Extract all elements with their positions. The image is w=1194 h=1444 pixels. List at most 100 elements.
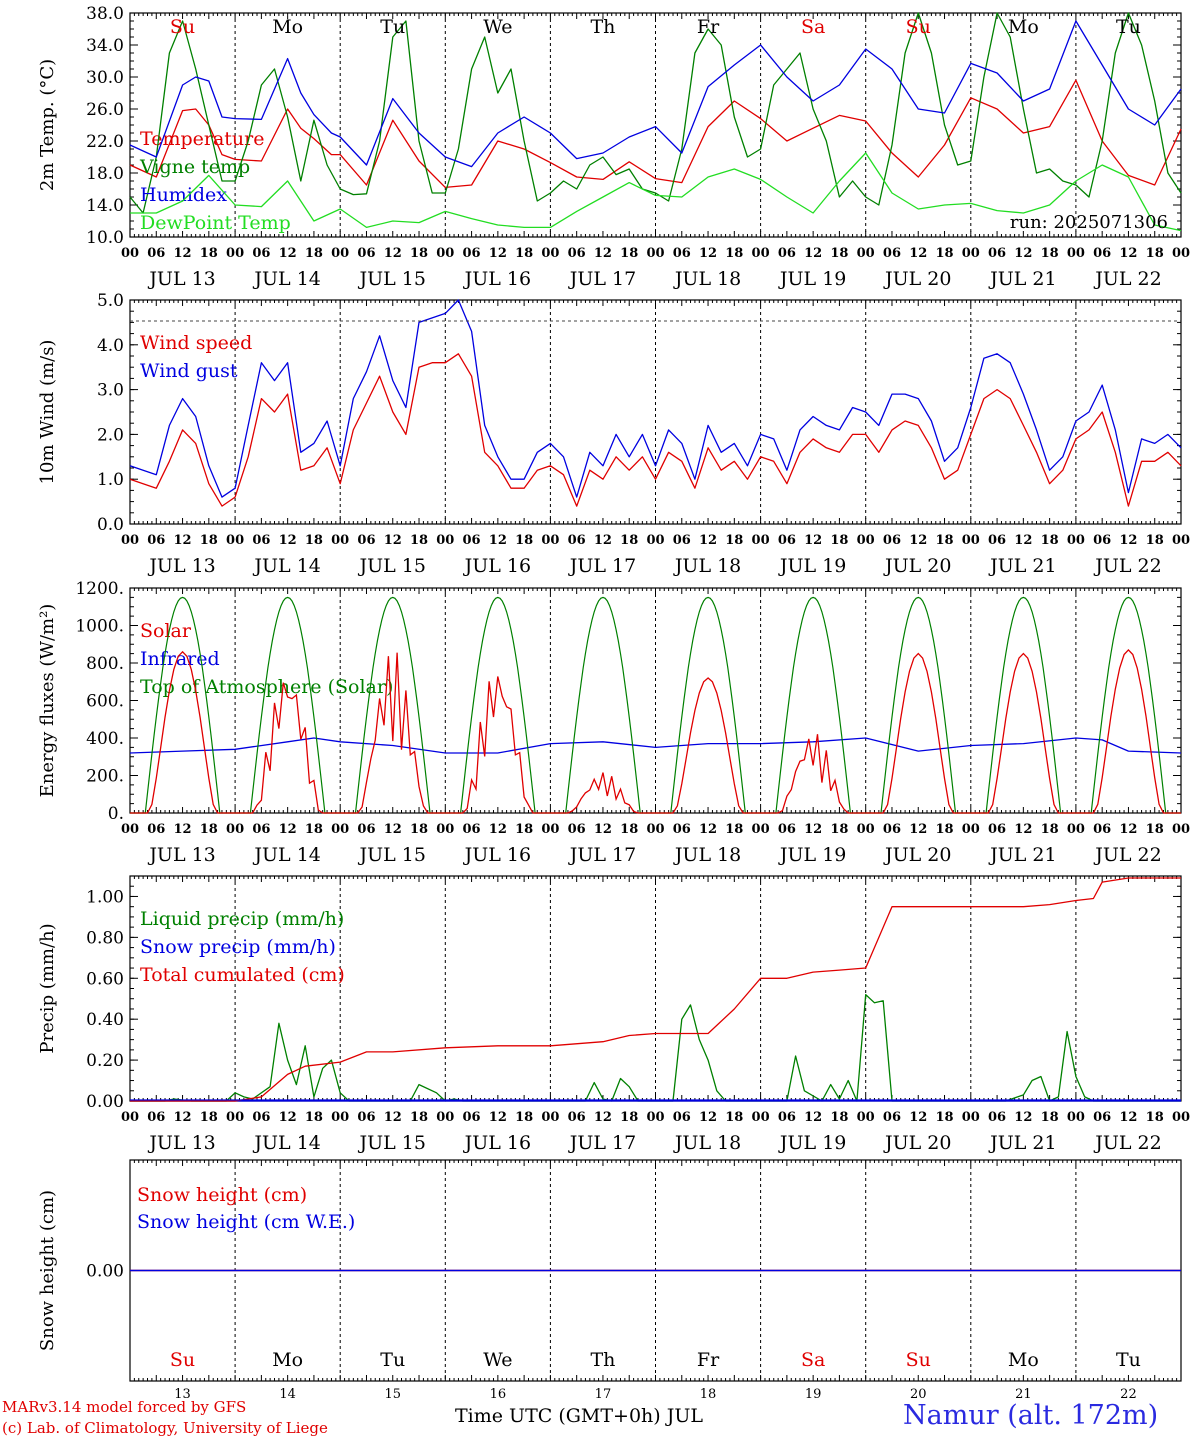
solar-curve	[1075, 648, 1181, 814]
hour-tick-label: 12	[384, 246, 402, 261]
weekday-label: Sa	[801, 16, 825, 38]
hour-tick-label: 06	[883, 1110, 901, 1125]
hour-tick-label: 12	[594, 822, 612, 837]
hour-tick-label: 12	[699, 246, 717, 261]
date-label: JUL 16	[463, 555, 531, 577]
hour-tick-label: 18	[515, 822, 533, 837]
hour-tick-label: 00	[646, 533, 664, 548]
hour-tick-label: 00	[857, 822, 875, 837]
y-tick-label: 400.	[86, 729, 124, 749]
y-tick-label: 2.0	[97, 425, 124, 445]
hour-tick-label: 06	[778, 533, 796, 548]
weekday-label-bottom: Fr	[697, 1349, 720, 1371]
weekday-label-bottom: Mo	[1008, 1349, 1039, 1371]
hour-tick-label: 00	[436, 533, 454, 548]
hour-tick-label: 06	[568, 822, 586, 837]
hour-tick-label: 12	[909, 246, 927, 261]
hour-tick-label: 18	[620, 246, 638, 261]
hour-tick-label: 12	[384, 533, 402, 548]
hour-tick-label: 18	[725, 533, 743, 548]
date-label: JUL 21	[988, 555, 1056, 577]
day-number: 21	[1015, 1387, 1032, 1402]
hour-tick-label: 06	[883, 822, 901, 837]
series-line	[129, 79, 1182, 189]
solar-curve	[550, 772, 656, 814]
y-axis-label: 10m Wind (m/s)	[37, 340, 58, 485]
day-number: 20	[910, 1387, 927, 1402]
hour-tick-label: 06	[463, 246, 481, 261]
hour-tick-label: 18	[935, 822, 953, 837]
hour-tick-label: 18	[1146, 246, 1164, 261]
y-tick-label: 30.0	[86, 68, 124, 88]
hour-tick-label: 12	[804, 822, 822, 837]
legend-entry: Total cumulated (cm)	[140, 964, 345, 986]
day-number: 15	[384, 1387, 401, 1402]
hour-tick-label: 00	[541, 1110, 559, 1125]
hour-tick-label: 06	[147, 822, 165, 837]
hour-tick-label: 12	[1014, 533, 1032, 548]
series-line	[129, 353, 1182, 507]
hour-tick-label: 12	[384, 822, 402, 837]
weekday-label-bottom: Su	[170, 1349, 195, 1371]
y-tick-label: 22.0	[86, 132, 124, 152]
hour-tick-label: 00	[752, 1110, 770, 1125]
hour-tick-label: 12	[699, 533, 717, 548]
y-tick-label: 38.0	[86, 4, 124, 24]
y-tick-label: 34.0	[86, 36, 124, 56]
hour-tick-label: 06	[883, 246, 901, 261]
hour-tick-label: 18	[620, 1110, 638, 1125]
hour-tick-label: 06	[673, 822, 691, 837]
hour-tick-label: 12	[1119, 533, 1137, 548]
date-label: JUL 22	[1093, 844, 1161, 866]
hour-tick-label: 12	[804, 246, 822, 261]
hour-tick-label: 00	[646, 1110, 664, 1125]
hour-tick-label: 12	[489, 822, 507, 837]
hour-tick-label: 00	[1172, 246, 1190, 261]
date-label: JUL 17	[568, 555, 636, 577]
hour-tick-label: 12	[699, 1110, 717, 1125]
hour-tick-label: 12	[1119, 246, 1137, 261]
series-line	[129, 737, 1182, 754]
weekday-label: Su	[906, 16, 931, 38]
date-label: JUL 21	[988, 1132, 1056, 1154]
date-label: JUL 19	[778, 844, 846, 866]
solar-curve	[970, 652, 1076, 814]
date-label: JUL 16	[463, 1132, 531, 1154]
hour-tick-label: 06	[463, 533, 481, 548]
hour-tick-label: 00	[1067, 822, 1085, 837]
toa-solar-curve	[655, 596, 761, 814]
hour-tick-label: 06	[883, 533, 901, 548]
hour-tick-label: 06	[988, 822, 1006, 837]
hour-tick-label: 00	[752, 822, 770, 837]
legend-entry: Solar	[140, 620, 192, 642]
date-label: JUL 13	[147, 1132, 215, 1154]
hour-tick-label: 12	[909, 1110, 927, 1125]
hour-tick-label: 06	[988, 533, 1006, 548]
date-label: JUL 19	[778, 555, 846, 577]
hour-tick-label: 18	[725, 246, 743, 261]
hour-tick-label: 06	[1093, 246, 1111, 261]
hour-tick-label: 00	[962, 1110, 980, 1125]
hour-tick-label: 12	[594, 246, 612, 261]
series-line	[130, 877, 1181, 1102]
hour-tick-label: 12	[279, 822, 297, 837]
legend-entry: DewPoint Temp	[140, 212, 291, 234]
date-label: JUL 20	[883, 1132, 951, 1154]
date-label: JUL 13	[147, 844, 215, 866]
date-label: JUL 17	[568, 1132, 636, 1154]
weekday-label-bottom: Su	[906, 1349, 931, 1371]
date-label: JUL 16	[463, 268, 531, 290]
toa-solar-curve	[970, 596, 1076, 814]
hour-tick-label: 06	[252, 246, 270, 261]
hour-tick-label: 00	[541, 822, 559, 837]
panel-frame	[129, 299, 1182, 525]
hour-tick-label: 12	[1014, 246, 1032, 261]
weekday-label: Tu	[380, 16, 405, 38]
y-tick-label: 1.0	[97, 470, 124, 490]
series-line	[129, 20, 1182, 168]
panel-frame	[129, 587, 1182, 814]
weekday-label-bottom: Th	[590, 1349, 615, 1371]
hour-tick-label: 18	[410, 1110, 428, 1125]
hour-tick-label: 12	[174, 533, 192, 548]
